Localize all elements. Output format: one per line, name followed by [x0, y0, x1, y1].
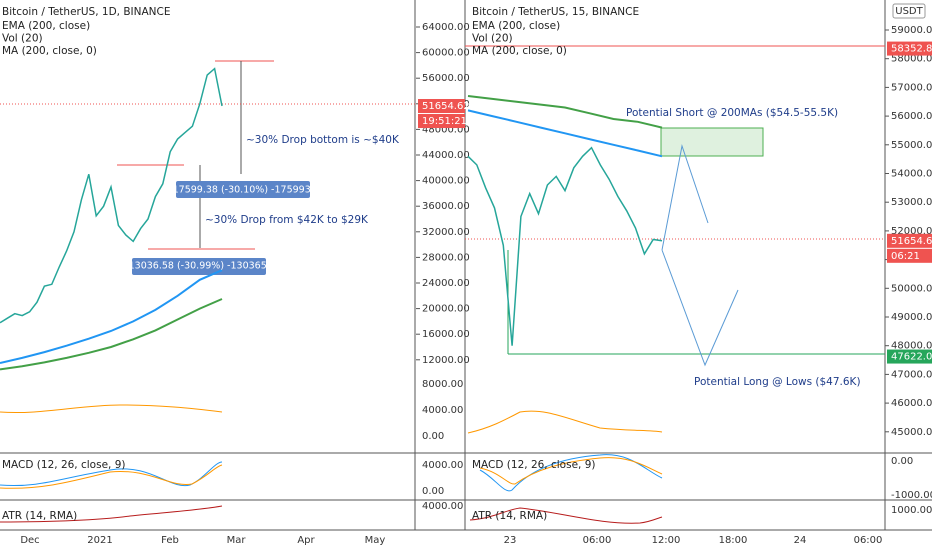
y-tick-label: 48000.00 — [891, 341, 932, 352]
y-tick-label: 56000.00 — [891, 111, 932, 122]
atr-label: ATR (14, RMA) — [472, 510, 547, 522]
volume-ma — [467, 410, 663, 434]
y-tick-label: 54000.00 — [891, 169, 932, 180]
y-tick-label: 53000.00 — [891, 197, 932, 208]
currency: USDT — [895, 6, 923, 17]
price-box-label: 51654.62 — [891, 236, 932, 247]
y-tick-label: 40000.00 — [422, 176, 470, 187]
chart-title: Bitcoin / TetherUS, 1D, BINANCE — [2, 6, 170, 18]
price-box — [418, 99, 465, 114]
y-tick-label: 48000.00 — [422, 124, 470, 135]
macd-label: MACD (12, 26, close, 9) — [2, 459, 125, 471]
ma-line — [467, 95, 663, 129]
annotation: ~30% Drop bottom is ~$40K — [246, 134, 400, 146]
price-box-label: 58352.80 — [891, 44, 932, 55]
volume-tick-label: 4000.00 — [422, 405, 463, 416]
x-tick-label: May — [365, 535, 386, 546]
ma-line — [0, 298, 223, 371]
price-line — [0, 67, 223, 324]
measure-box — [176, 181, 310, 198]
x-tick-label: 24 — [794, 535, 807, 546]
y-tick-label: 24000.00 — [422, 278, 470, 289]
y-tick-label: 50000.00 — [891, 283, 932, 294]
y-tick-label: 32000.00 — [422, 227, 470, 238]
atr-line — [469, 507, 663, 524]
macd-line — [0, 461, 223, 487]
atr-tick-label: 4000.00 — [422, 501, 463, 512]
y-tick-label: 28000.00 — [422, 252, 470, 263]
x-tick-label: Apr — [297, 535, 315, 546]
x-tick-label: 23 — [504, 535, 517, 546]
price-box — [887, 349, 932, 364]
macd-tick-label: 4000.00 — [422, 460, 463, 471]
macd-signal — [479, 457, 663, 485]
y-tick-label: 20000.00 — [422, 304, 470, 315]
x-tick-label: 06:00 — [583, 535, 612, 546]
ema-line — [467, 109, 663, 158]
x-tick-label: 06:00 — [854, 535, 883, 546]
y-tick-label: 47000.00 — [891, 369, 932, 380]
y-tick-label: 57000.00 — [891, 82, 932, 93]
atr-line — [0, 505, 223, 523]
y-tick-label: 58000.00 — [891, 54, 932, 65]
atr-label: ATR (14, RMA) — [2, 510, 77, 522]
volume-tick-label: 0.00 — [422, 431, 444, 442]
price-box-label: 51654.62 — [422, 101, 470, 112]
countdown: 06:21 — [891, 251, 920, 262]
countdown: 19:51:21 — [422, 116, 467, 127]
currency-box — [892, 3, 926, 19]
annotation: -13036.58 (-30.99%) -1303658 — [125, 261, 273, 272]
macd-tick-label: -1000.00 — [891, 490, 932, 501]
y-tick-label: 45000.00 — [891, 427, 932, 438]
y-tick-label: 56000.00 — [422, 73, 470, 84]
y-tick-label: 16000.00 — [422, 329, 470, 340]
price-box — [887, 233, 932, 248]
annotation: Potential Short @ 200MAs ($54.5-55.5K) — [626, 107, 838, 119]
volume-ma — [0, 404, 223, 414]
x-tick-label: Mar — [227, 535, 247, 546]
x-tick-label: Feb — [161, 535, 179, 546]
y-tick-label: 64000.00 — [422, 22, 470, 33]
x-tick-label: 18:00 — [719, 535, 748, 546]
short-zone — [660, 127, 764, 157]
indicator-label: MA (200, close, 0) — [2, 45, 97, 57]
macd-signal — [0, 464, 223, 489]
x-tick-label: 12:00 — [652, 535, 681, 546]
countdown-box — [887, 248, 932, 263]
y-tick-label: 12000.00 — [422, 355, 470, 366]
macd-tick-label: 0.00 — [422, 486, 444, 497]
y-tick-label: 59000.00 — [891, 25, 932, 36]
price-box — [887, 41, 932, 56]
macd-tick-label: 0.00 — [891, 456, 913, 467]
indicator-label: EMA (200, close) — [472, 20, 560, 32]
x-tick-label: 2021 — [87, 535, 112, 546]
annotation: -17599.38 (-30.10%) -1759938 — [169, 185, 317, 196]
y-tick-label: 46000.00 — [891, 398, 932, 409]
annotation: Potential Long @ Lows ($47.6K) — [694, 376, 861, 388]
chart-title: Bitcoin / TetherUS, 15, BINANCE — [472, 6, 639, 18]
indicator-label: Vol (20) — [2, 33, 43, 45]
y-tick-label: 44000.00 — [422, 150, 470, 161]
annotation: ~30% Drop from $42K to $29K — [205, 214, 369, 226]
volume-tick-label: 8000.00 — [422, 379, 463, 390]
countdown-box — [418, 114, 465, 129]
atr-tick-label: 1000.00 — [891, 505, 932, 516]
projection-path — [661, 144, 739, 367]
indicator-label: MA (200, close, 0) — [472, 45, 567, 57]
y-tick-label: 55000.00 — [891, 140, 932, 151]
price-box-label: 47622.00 — [891, 352, 932, 363]
ema-line — [0, 269, 223, 364]
indicator-label: Vol (20) — [472, 33, 513, 45]
y-tick-label: 60000.00 — [422, 48, 470, 59]
x-tick-label: Dec — [20, 535, 39, 546]
macd-label: MACD (12, 26, close, 9) — [472, 459, 595, 471]
indicator-label: EMA (200, close) — [2, 20, 90, 32]
y-tick-label: 36000.00 — [422, 201, 470, 212]
y-tick-label: 49000.00 — [891, 312, 932, 323]
price-line — [467, 146, 663, 346]
measure-box — [132, 258, 266, 275]
y-tick-label: 52000.00 — [891, 226, 932, 237]
